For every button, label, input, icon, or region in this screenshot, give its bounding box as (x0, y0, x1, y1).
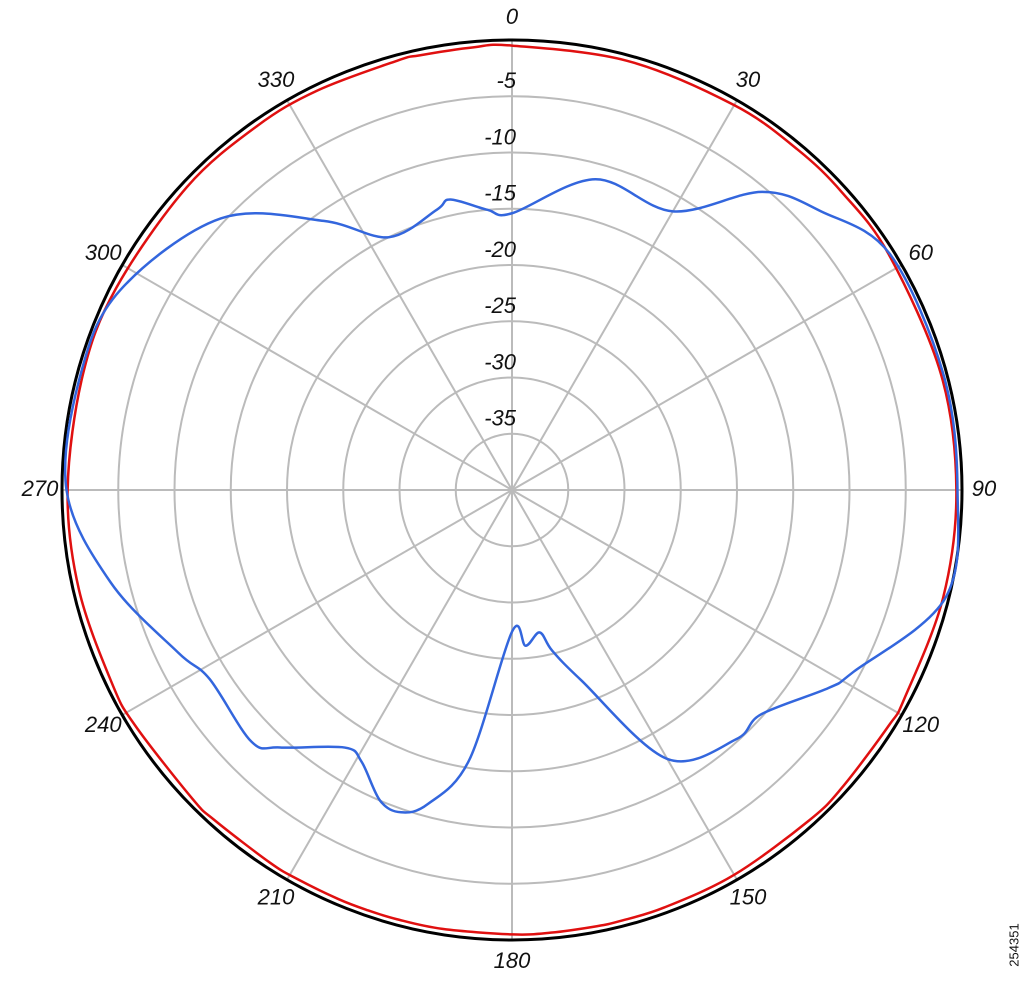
theta-tick-label: 30 (736, 67, 761, 92)
theta-tick-label: 240 (84, 712, 122, 737)
grid-spoke (511, 264, 903, 491)
grid-spoke (286, 489, 513, 881)
theta-tick-label: 270 (21, 476, 59, 501)
side-label: 254351 (1006, 923, 1021, 966)
theta-tick-label: 300 (85, 240, 122, 265)
r-tick-label: -10 (484, 124, 517, 149)
r-tick-label: -5 (496, 68, 516, 93)
r-tick-label: -20 (484, 237, 517, 262)
grid-spoke (511, 489, 903, 716)
grid-spoke (286, 99, 513, 491)
theta-tick-label: 90 (972, 476, 997, 501)
theta-tick-label: 60 (909, 240, 934, 265)
series-line (66, 43, 958, 936)
r-tick-label: -30 (484, 349, 517, 374)
theta-tick-label: 210 (257, 885, 295, 910)
outer-border (60, 38, 964, 942)
r-tick-label: -15 (484, 181, 517, 206)
series-line (63, 177, 960, 814)
theta-tick-label: 0 (506, 4, 519, 29)
grid-spoke (511, 99, 738, 491)
r-tick-label: -25 (484, 293, 517, 318)
theta-tick-label: 150 (730, 885, 767, 910)
theta-tick-label: 330 (258, 67, 295, 92)
theta-tick-label: 180 (494, 948, 531, 973)
grid-spoke (121, 489, 513, 716)
grid-spoke (121, 264, 513, 491)
theta-tick-label: 120 (902, 712, 939, 737)
r-tick-label: -35 (484, 406, 517, 431)
grid-spoke (511, 489, 738, 881)
